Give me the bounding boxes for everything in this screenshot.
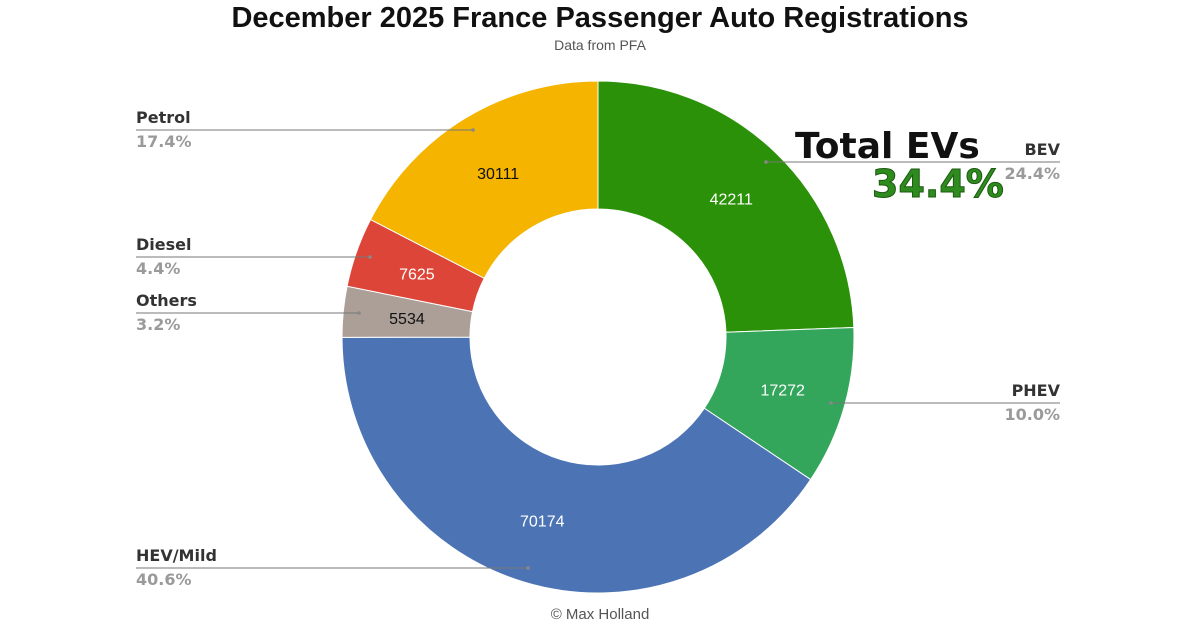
leader-dot-bev — [764, 160, 768, 164]
leader-dot-petrol — [471, 128, 475, 132]
leader-dot-phev — [829, 401, 833, 405]
legend-name-hev-mild: HEV/Mild — [136, 546, 217, 565]
value-label-bev: 42211 — [710, 192, 753, 209]
leader-dot-others — [357, 311, 361, 315]
chart-subtitle: Data from PFA — [554, 37, 646, 53]
legend-percent-hev-mild: 40.6% — [136, 570, 192, 589]
slice-bev — [597, 80, 855, 333]
leader-dot-hev-mild — [526, 566, 530, 570]
legend-percent-diesel: 4.4% — [136, 259, 180, 278]
value-label-petrol: 30111 — [477, 166, 519, 183]
legend-name-petrol: Petrol — [136, 108, 191, 127]
legend-name-bev: BEV — [1024, 140, 1060, 159]
callout-title: Total EVs — [795, 126, 980, 167]
leader-dot-diesel — [368, 255, 372, 259]
value-label-others: 5534 — [389, 311, 425, 328]
legend-percent-others: 3.2% — [136, 315, 180, 334]
legend-percent-phev: 10.0% — [1004, 405, 1060, 424]
slice-petrol — [369, 80, 599, 279]
value-label-phev: 17272 — [760, 382, 805, 399]
slice-hev-mild — [341, 336, 812, 594]
legend-name-phev: PHEV — [1012, 381, 1061, 400]
legend-percent-bev: 24.4% — [1004, 164, 1060, 183]
chart-credit: © Max Holland — [550, 606, 650, 623]
value-label-hev-mild: 70174 — [520, 514, 565, 531]
legend-percent-petrol: 17.4% — [136, 132, 192, 151]
legend-name-diesel: Diesel — [136, 235, 191, 254]
chart-title: December 2025 France Passenger Auto Regi… — [231, 2, 969, 34]
legend-name-others: Others — [136, 291, 197, 310]
callout-value: 34.4% — [872, 162, 1004, 206]
value-label-diesel: 7625 — [399, 266, 435, 283]
